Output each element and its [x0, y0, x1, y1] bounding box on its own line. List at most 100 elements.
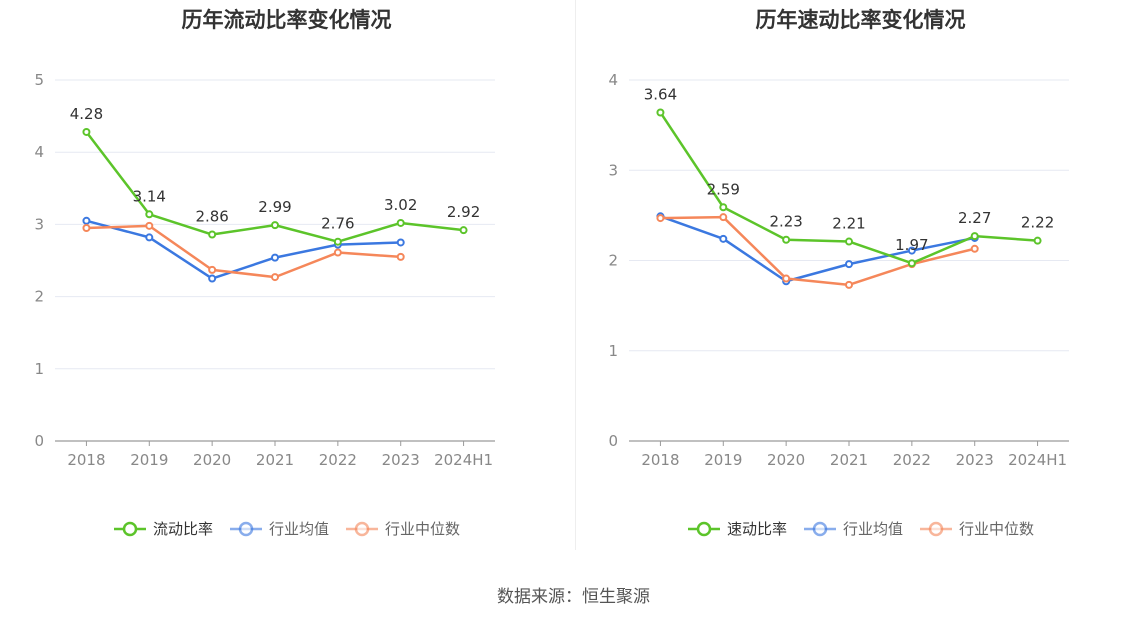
y-tick-label: 4: [34, 143, 44, 161]
data-source-note: 数据来源：恒生聚源: [497, 587, 650, 607]
data-point: [719, 234, 728, 243]
legend-swatch: [113, 521, 146, 536]
data-point: [145, 210, 154, 219]
current-ratio-plot: 0 1 2 3 4 5 2018 2019 2020 2021 2022 2023 2024H1 4.28…: [34, 71, 495, 469]
x-tick-label: 2022: [319, 451, 357, 469]
x-tick-label: 2023: [956, 451, 994, 469]
data-label: 4.28: [70, 105, 103, 123]
legend-item[interactable]: 行业中位数: [919, 518, 1034, 539]
legend-label: 速动比率: [726, 520, 787, 538]
y-tick-label: 3: [34, 215, 44, 233]
data-point: [845, 260, 853, 269]
x-tick-label: 2019: [130, 451, 168, 469]
data-point: [396, 218, 405, 227]
y-tick-label: 0: [608, 432, 618, 450]
data-point: [1033, 236, 1042, 245]
data-label: 2.21: [832, 215, 865, 233]
legend-label: 行业均值: [268, 520, 329, 538]
y-tick-label: 5: [34, 71, 44, 89]
x-tick-label: 2022: [893, 451, 931, 469]
legend: 速动比率 行业均值 行业中位数: [574, 518, 1147, 539]
data-point: [656, 108, 665, 117]
data-point: [396, 238, 405, 247]
x-tick-label: 2020: [193, 451, 231, 469]
data-label: 2.86: [195, 208, 228, 226]
data-point: [208, 274, 217, 283]
data-point: [333, 237, 342, 246]
data-label: 2.23: [769, 213, 802, 231]
y-tick-label: 4: [608, 71, 618, 89]
data-label: 2.99: [258, 198, 291, 216]
y-tick-label: 3: [608, 161, 618, 179]
legend-swatch: [346, 521, 378, 536]
data-point: [82, 224, 91, 233]
data-label: 2.27: [958, 209, 991, 227]
data-point: [396, 252, 405, 261]
data-label: 3.64: [644, 85, 677, 103]
y-tick-label: 1: [34, 360, 44, 378]
data-label: 2.76: [321, 215, 354, 233]
legend-item[interactable]: 速动比率: [687, 518, 787, 539]
x-tick-label: 2021: [830, 451, 868, 469]
series-line: [86, 224, 401, 279]
data-point: [907, 246, 916, 255]
legend-swatch: [803, 521, 836, 536]
data-point: [782, 235, 791, 244]
x-tick-label: 2018: [67, 451, 105, 469]
data-point: [719, 203, 728, 212]
x-tick-label: 2023: [382, 451, 420, 469]
current-ratio-chart-panel: 历年流动比率变化情况 0 1 2 3 4 5 2018 2019 2020 2021 2022 202…: [0, 0, 573, 560]
data-point: [333, 248, 342, 257]
data-label: 1.97: [895, 236, 928, 254]
data-point: [82, 127, 91, 136]
data-point: [782, 274, 791, 283]
legend-item[interactable]: 行业中位数: [345, 518, 460, 539]
data-point: [845, 237, 853, 246]
data-point: [208, 230, 217, 239]
data-point: [907, 259, 916, 268]
series-line: [660, 215, 975, 283]
data-point: [208, 265, 217, 274]
legend-item[interactable]: 行业均值: [229, 518, 329, 539]
data-point: [656, 214, 665, 223]
data-point: [970, 244, 979, 253]
data-point: [459, 226, 468, 235]
x-tick-label: 2020: [767, 451, 805, 469]
y-tick-label: 0: [34, 432, 44, 450]
panel-divider: [575, 0, 576, 550]
series-line: [660, 215, 976, 287]
legend-label: 行业中位数: [385, 520, 461, 538]
x-tick-label: 2024H1: [434, 451, 493, 469]
legend-item[interactable]: 流动比率: [113, 518, 213, 539]
y-tick-label: 2: [34, 288, 44, 306]
data-point: [145, 221, 154, 230]
data-label: 3.14: [133, 187, 166, 205]
data-point: [271, 273, 279, 282]
data-label: 2.59: [707, 180, 740, 198]
data-point: [719, 213, 728, 222]
x-tick-label: 2024H1: [1008, 451, 1067, 469]
data-label: 2.92: [447, 203, 480, 221]
legend-label: 行业均值: [842, 520, 903, 538]
data-point: [970, 232, 979, 241]
legend-swatch: [687, 521, 720, 536]
data-point: [145, 233, 154, 242]
chart-title: 历年速动比率变化情况: [755, 8, 966, 32]
data-label: 3.02: [384, 196, 417, 214]
legend-swatch: [229, 521, 262, 536]
data-point: [271, 253, 279, 262]
legend-swatch: [920, 521, 952, 536]
legend-item[interactable]: 行业均值: [803, 518, 903, 539]
y-tick-label: 2: [608, 252, 618, 270]
data-point: [82, 216, 91, 225]
x-tick-label: 2018: [641, 451, 679, 469]
x-tick-label: 2019: [704, 451, 742, 469]
data-label: 2.22: [1021, 214, 1054, 232]
data-point: [845, 280, 853, 289]
series-line: [86, 219, 401, 280]
data-point: [271, 221, 279, 230]
quick-ratio-chart-panel: 历年速动比率变化情况 0 1 2 3 4 2018 2019 2020 2021 2022 2023…: [574, 0, 1147, 560]
legend: 流动比率 行业均值 行业中位数: [0, 518, 573, 539]
x-tick-label: 2021: [256, 451, 294, 469]
y-tick-label: 1: [608, 342, 618, 360]
